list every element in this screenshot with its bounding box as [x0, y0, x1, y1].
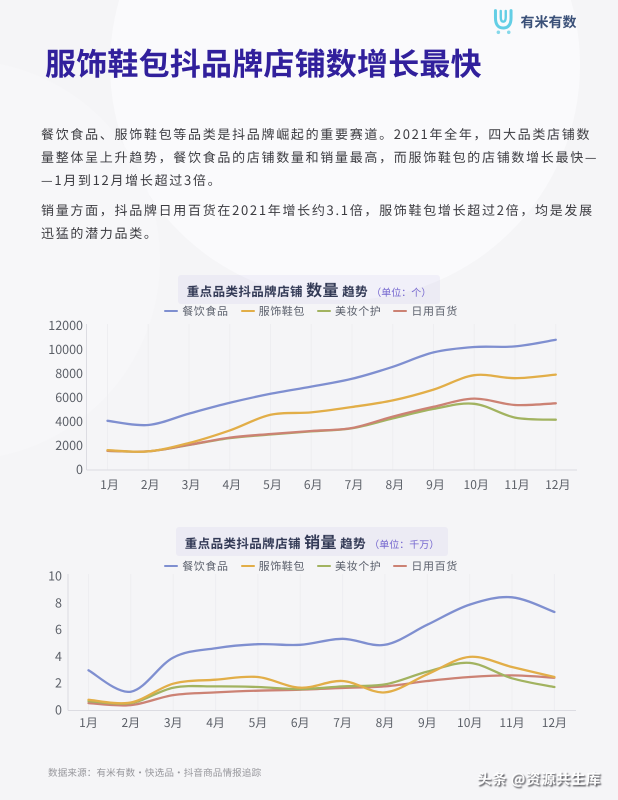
svg-text:8月: 8月: [376, 714, 395, 731]
svg-text:3月: 3月: [164, 714, 183, 731]
svg-text:10月: 10月: [464, 476, 489, 493]
svg-text:2月: 2月: [121, 714, 140, 731]
svg-text:10000: 10000: [48, 339, 83, 358]
svg-text:9月: 9月: [418, 714, 437, 731]
svg-text:6: 6: [55, 619, 62, 638]
svg-text:11月: 11月: [504, 476, 529, 493]
svg-text:8月: 8月: [385, 476, 404, 493]
svg-text:0: 0: [76, 459, 83, 478]
svg-text:3月: 3月: [182, 476, 201, 493]
svg-text:6月: 6月: [291, 714, 310, 731]
svg-text:2月: 2月: [141, 476, 160, 493]
svg-text:8: 8: [55, 592, 62, 611]
svg-text:1月: 1月: [100, 476, 119, 493]
svg-text:7月: 7月: [333, 714, 352, 731]
svg-text:12月: 12月: [545, 476, 570, 493]
svg-text:5月: 5月: [249, 714, 268, 731]
svg-text:12月: 12月: [542, 714, 567, 731]
svg-text:9月: 9月: [426, 476, 445, 493]
svg-text:10: 10: [48, 566, 62, 585]
svg-text:5月: 5月: [263, 476, 282, 493]
svg-text:6月: 6月: [304, 476, 323, 493]
svg-text:2: 2: [55, 673, 62, 692]
svg-text:4: 4: [55, 646, 62, 665]
svg-text:11月: 11月: [499, 714, 524, 731]
svg-text:8000: 8000: [55, 363, 83, 382]
svg-text:10月: 10月: [457, 714, 482, 731]
svg-text:12000: 12000: [48, 315, 83, 334]
svg-text:2000: 2000: [55, 435, 83, 454]
svg-text:4月: 4月: [222, 476, 241, 493]
svg-text:0: 0: [55, 700, 62, 719]
svg-text:6000: 6000: [55, 387, 83, 406]
svg-text:4000: 4000: [55, 411, 83, 430]
svg-text:7月: 7月: [345, 476, 364, 493]
svg-text:4月: 4月: [206, 714, 225, 731]
svg-text:1月: 1月: [79, 714, 98, 731]
